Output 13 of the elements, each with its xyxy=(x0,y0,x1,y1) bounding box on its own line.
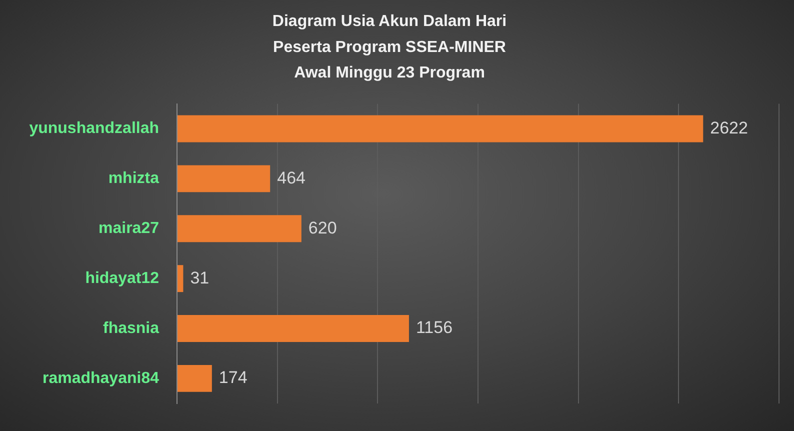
data-label: 2622 xyxy=(710,118,748,138)
y-tick-label: yunushandzallah xyxy=(29,120,159,138)
y-tick-label: ramadhayani84 xyxy=(42,370,160,387)
y-tick-label: maira27 xyxy=(98,220,160,238)
data-label: 464 xyxy=(277,168,306,188)
data-label: 620 xyxy=(308,218,337,238)
y-tick-label: hidayat12 xyxy=(85,270,160,287)
data-label: 174 xyxy=(218,368,248,388)
y-tick-label: mhizta xyxy=(108,170,160,188)
y-tick-label: fhasnia xyxy=(102,320,160,337)
data-label: 1156 xyxy=(416,318,453,338)
chart-title: Diagram Usia Akun Dalam Hari Peserta Program SSEA-MINER Awal Minggu 23 Program xyxy=(272,13,507,82)
data-label: 31 xyxy=(190,268,210,288)
